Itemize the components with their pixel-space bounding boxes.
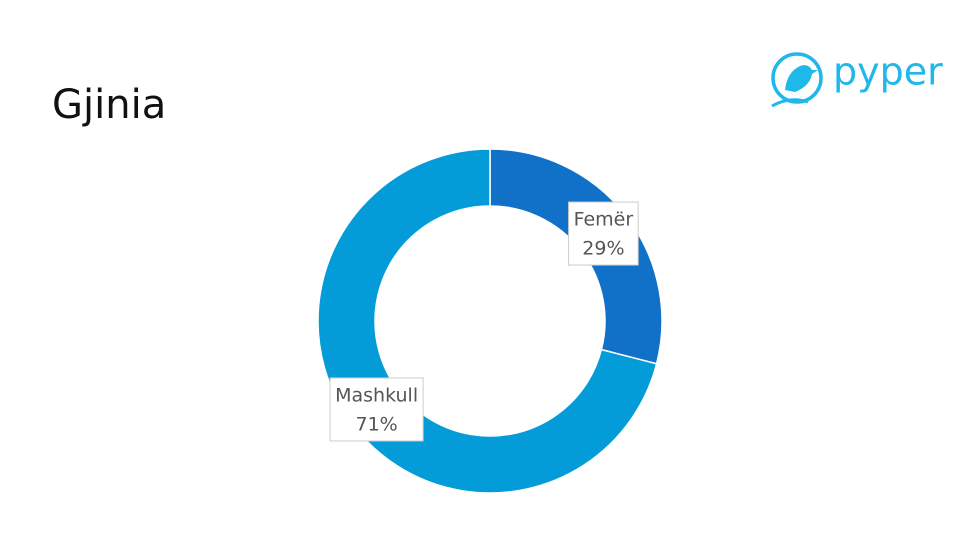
data-label: Mashkull 71%: [329, 377, 424, 442]
logo-branch: [771, 98, 809, 108]
donut-segment: [489, 148, 663, 365]
logo: pyper: [771, 50, 943, 108]
label-value: 71%: [355, 413, 397, 435]
logo-ring: [771, 52, 823, 104]
logo-text: pyper: [833, 50, 943, 94]
label-box: [568, 201, 639, 266]
logo-bird: [785, 65, 818, 92]
label-box: [329, 377, 424, 442]
label-category: Femër: [574, 209, 634, 231]
label-category: Mashkull: [335, 384, 418, 406]
data-label: Femër 29%: [568, 201, 639, 266]
label-value: 29%: [582, 238, 624, 260]
chart-title: Gjinia: [52, 82, 166, 128]
